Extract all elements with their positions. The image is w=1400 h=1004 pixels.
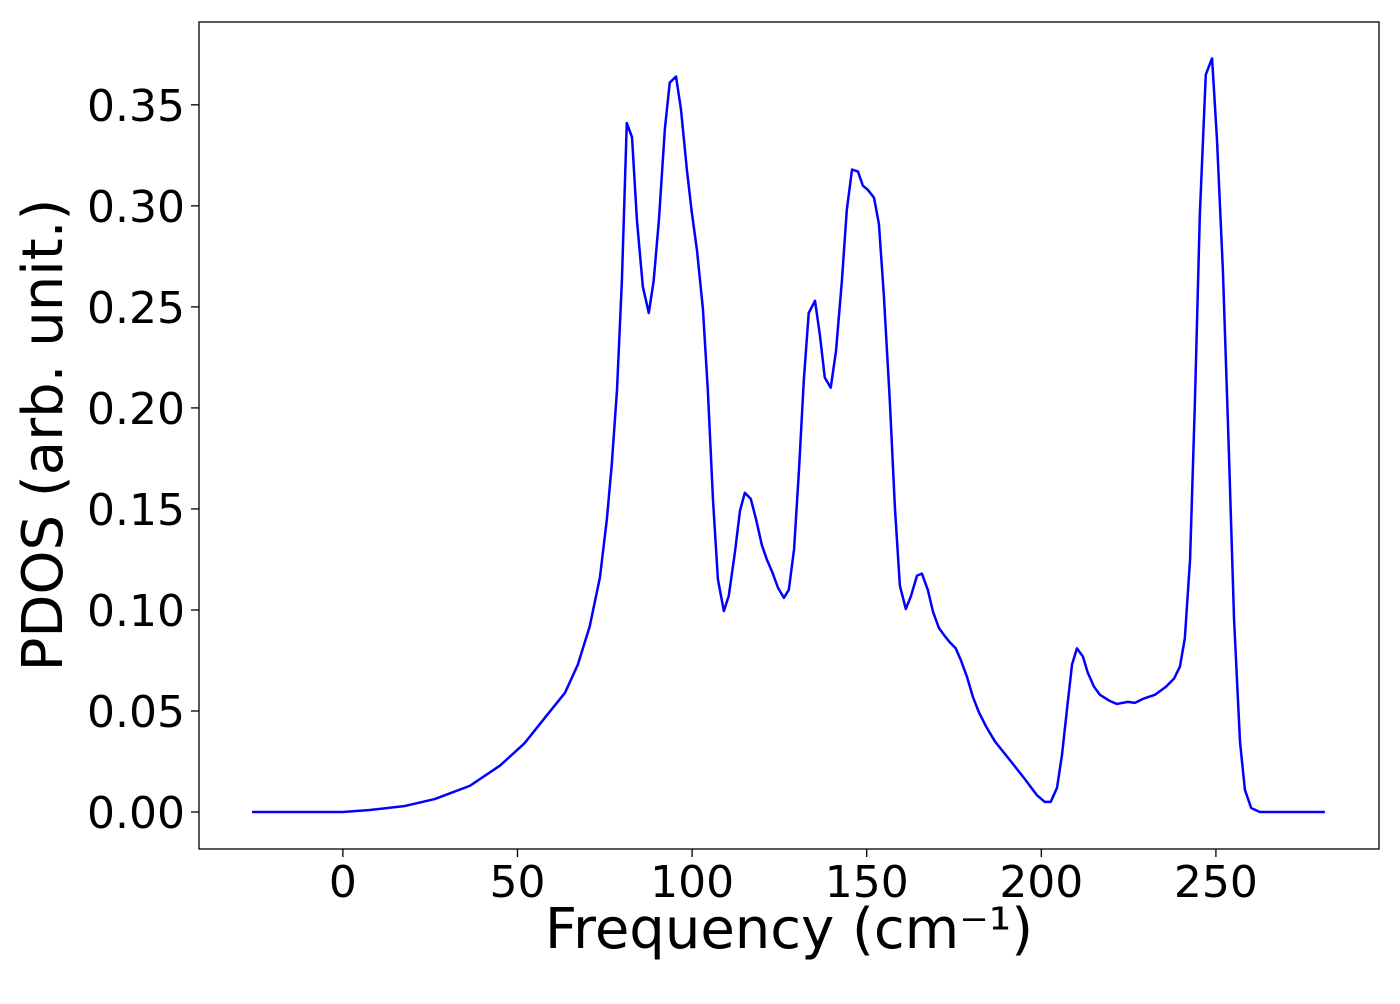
y-tick-label: 0.20 <box>87 384 185 435</box>
y-tick-label: 0.15 <box>87 485 185 536</box>
x-tick-label: 200 <box>999 857 1083 908</box>
y-tick-label: 0.35 <box>87 81 185 132</box>
y-tick-label: 0.30 <box>87 182 185 233</box>
plot-frame <box>198 21 1380 850</box>
y-tick-label: 0.05 <box>87 687 185 738</box>
x-tick-label: 150 <box>825 857 909 908</box>
y-axis-label: PDOS (arb. unit.) <box>11 199 76 672</box>
x-tick-label: 50 <box>489 857 545 908</box>
x-tick-label: 250 <box>1174 857 1258 908</box>
y-tick-label: 0.25 <box>87 283 185 334</box>
line <box>252 57 1325 814</box>
x-tick-label: 0 <box>329 857 357 908</box>
y-tick-label: 0.10 <box>87 586 185 637</box>
x-axis-label: Frequency (cm⁻¹) <box>545 897 1033 962</box>
x-tick-label: 100 <box>650 857 734 908</box>
y-tick-label: 0.00 <box>87 788 185 839</box>
